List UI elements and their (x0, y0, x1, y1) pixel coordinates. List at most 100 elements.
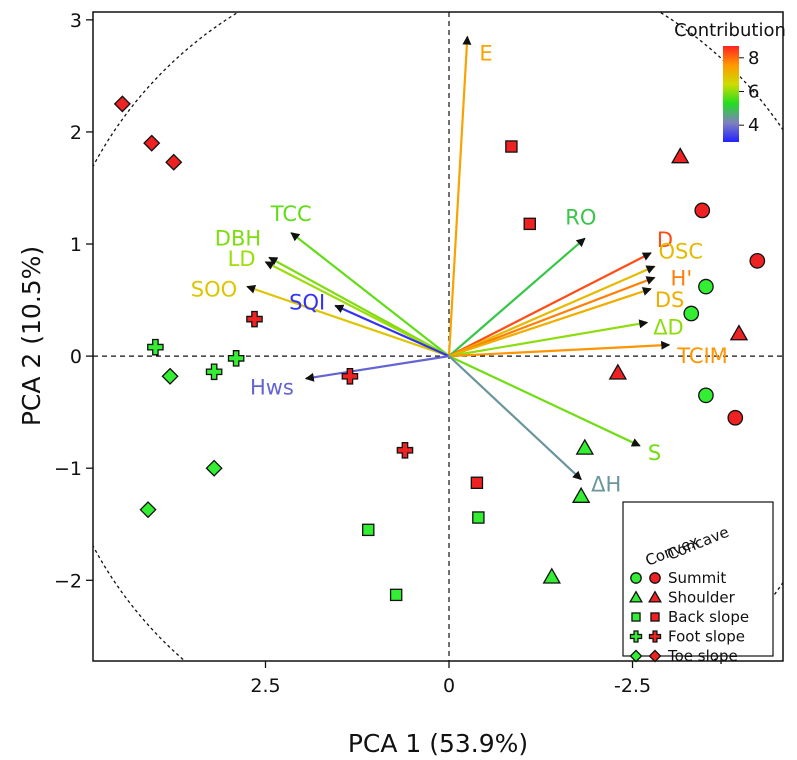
colorbar-tick-label: 8 (748, 48, 759, 69)
point-concave-cross (396, 441, 414, 459)
vector-label-tcc: TCC (270, 202, 312, 226)
point-convex-square (472, 511, 485, 524)
point-concave-square (470, 476, 484, 490)
point-concave-cross (341, 367, 359, 385)
point-concave-diamond (143, 134, 161, 152)
loading-vectors (246, 35, 671, 481)
legend-marker-concave-circle (649, 572, 661, 584)
point-concave-triangle (729, 324, 749, 341)
point-concave-square (505, 140, 518, 153)
vector-sqi (334, 304, 450, 358)
colorbar-tick-label: 6 (748, 81, 759, 102)
vector-label-soo: SOO (191, 278, 237, 302)
legend-label-circle: Summit (668, 569, 726, 587)
vector-label-delta-d: ΔD (653, 315, 684, 339)
vector-label-sqi: SQI (289, 291, 325, 315)
legend-marker-concave-cross (648, 630, 662, 643)
y-tick-label: 0 (70, 346, 82, 368)
legend-marker-concave-diamond (648, 649, 662, 663)
point-concave-circle (694, 202, 711, 219)
point-concave-triangle (671, 147, 690, 164)
legend-marker-convex-circle (630, 572, 642, 584)
vector-label-ld: LD (228, 247, 256, 271)
point-convex-cross (227, 350, 245, 367)
vector-ld (264, 260, 450, 358)
legend-marker-concave-square (650, 612, 660, 622)
vector-label-ro: RO (565, 205, 596, 229)
point-convex-circle (698, 278, 714, 295)
x-tick-label: -2.5 (614, 675, 651, 697)
point-convex-diamond (139, 501, 157, 519)
legend-marker-convex-square (631, 612, 641, 622)
point-convex-triangle (575, 438, 595, 455)
vector-label-ds: DS (655, 288, 685, 312)
point-convex-square (362, 523, 375, 537)
vector-h-prime (448, 276, 656, 358)
x-tick-label: 2.5 (250, 675, 280, 697)
vector-label-delta-h: ΔH (591, 472, 621, 496)
vector-s (448, 355, 641, 447)
colorbar: Contribution 8 6 4 (674, 20, 786, 142)
x-tick-label: 0 (443, 675, 455, 697)
point-convex-cross (147, 338, 164, 356)
vector-label-d: D (657, 228, 673, 252)
legend-label-square: Back slope (668, 608, 749, 626)
point-concave-cross (246, 310, 263, 328)
vector-label-h-prime: H' (671, 267, 693, 291)
vector-osc (448, 265, 656, 358)
legend-marker-convex-cross (629, 630, 643, 643)
y-tick-label: −1 (54, 458, 82, 480)
y-tick-labels: 3 2 1 0 −1 −2 (54, 10, 93, 592)
x-tick-labels: 2.5 0 -2.5 (250, 661, 651, 697)
point-concave-diamond (113, 95, 131, 113)
vector-ro (448, 237, 586, 357)
vector-d (448, 252, 652, 358)
vector-tcc (290, 231, 450, 357)
point-convex-cross (205, 363, 223, 381)
point-convex-triangle (571, 486, 591, 503)
y-tick-label: 1 (70, 234, 82, 256)
x-axis-title: PCA 1 (53.9%) (348, 729, 528, 758)
observation-points (113, 95, 766, 602)
vector-ds (448, 287, 652, 358)
vector-label-tcim: TCIM (676, 344, 728, 368)
vector-label-osc: OSC (659, 239, 704, 263)
colorbar-gradient (723, 46, 739, 142)
plot-frame (92, 11, 784, 662)
legend-label-cross: Foot slope (668, 628, 745, 646)
vector-e (447, 35, 472, 357)
point-convex-circle (698, 387, 714, 404)
vector-label-hws: Hws (250, 376, 294, 400)
point-concave-circle (749, 252, 766, 269)
y-tick-label: 3 (70, 10, 82, 32)
legend-label-diamond: Toe slope (667, 647, 738, 665)
point-convex-circle (683, 305, 700, 322)
vector-delta-d (448, 319, 649, 358)
point-concave-square (523, 217, 536, 231)
point-convex-diamond (205, 459, 223, 477)
point-concave-circle (727, 409, 744, 426)
vector-label-e: E (479, 42, 492, 66)
y-tick-label: 2 (70, 122, 82, 144)
vector-label-s: S (648, 441, 661, 465)
vector-tcim (448, 340, 671, 358)
point-concave-diamond (165, 153, 183, 171)
vector-hws (304, 355, 450, 382)
vector-label-dbh: DBH (215, 226, 261, 250)
legend-box (622, 501, 774, 657)
y-tick-label: −2 (54, 570, 82, 592)
point-concave-triangle (608, 363, 628, 380)
legend-marker-concave-triangle (648, 590, 662, 603)
point-convex-diamond (161, 367, 179, 385)
legend-marker-convex-diamond (629, 649, 643, 663)
legend-label-triangle: Shoulder (668, 589, 736, 607)
point-convex-triangle (542, 567, 561, 584)
vector-soo (246, 284, 450, 358)
legend-marker-convex-triangle (629, 590, 643, 603)
colorbar-title: Contribution (674, 20, 786, 41)
colorbar-tick-label: 4 (748, 115, 759, 136)
point-convex-square (389, 588, 403, 602)
